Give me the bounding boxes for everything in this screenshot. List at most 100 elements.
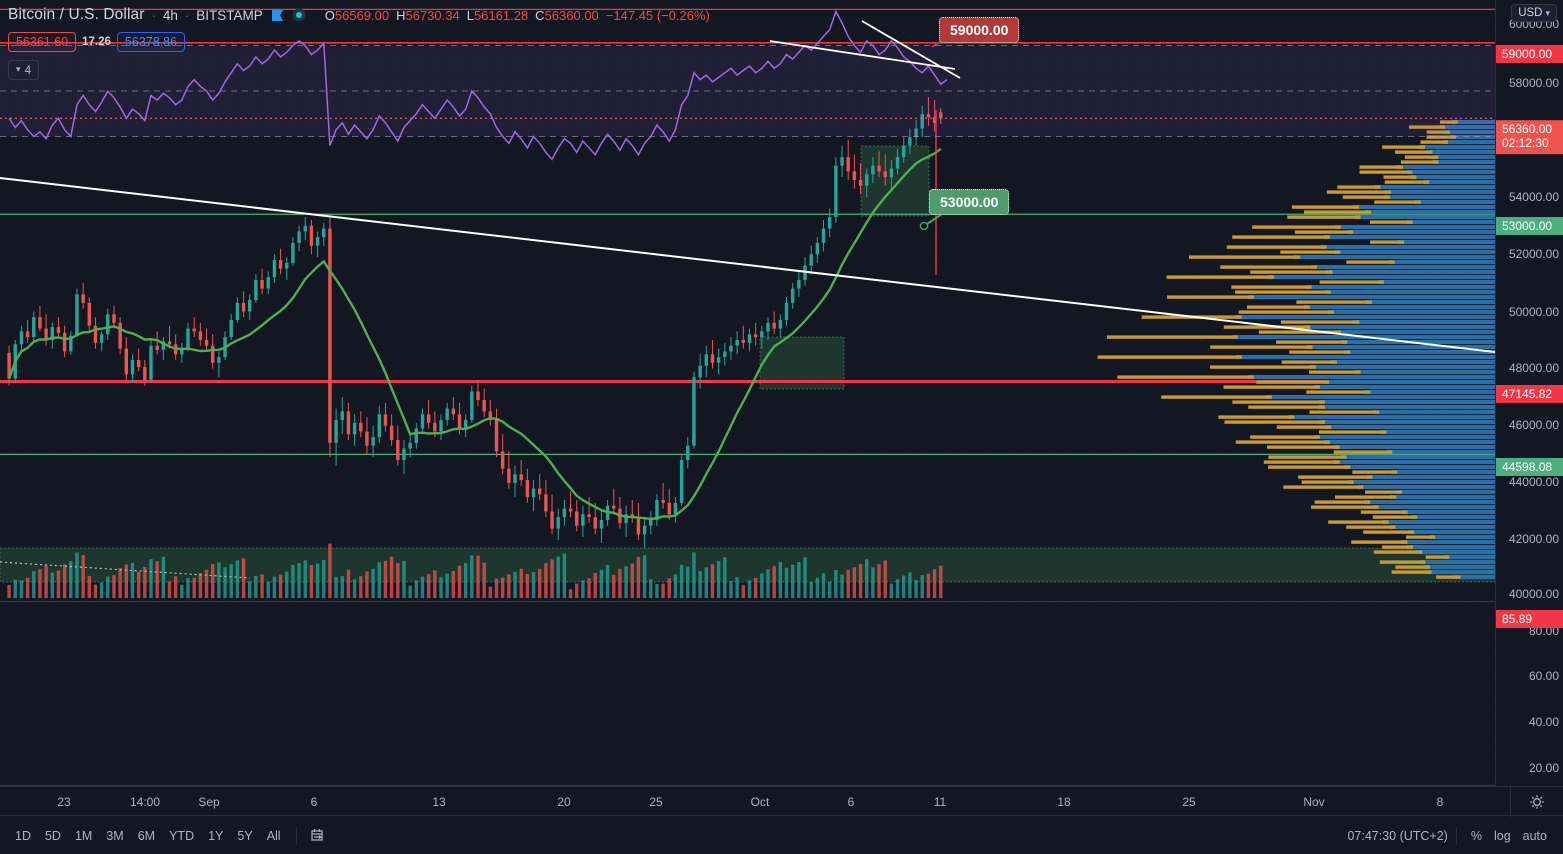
volume-bar xyxy=(106,576,110,598)
candle-body xyxy=(254,280,258,300)
volume-profile-bar-value-area xyxy=(1280,250,1341,254)
volume-profile-bar-value-area xyxy=(1372,515,1418,519)
candle-body xyxy=(402,448,406,460)
rsi-trendline[interactable] xyxy=(769,40,956,70)
range-button-all[interactable]: All xyxy=(266,828,281,843)
candle-body xyxy=(599,520,604,529)
range-button-1m[interactable]: 1M xyxy=(74,828,93,843)
volume-profile-bar xyxy=(1454,575,1495,580)
volume-profile-bar-value-area xyxy=(1314,500,1371,504)
candle-body xyxy=(858,180,863,186)
price-level-badge[interactable]: 59000.00 xyxy=(1496,45,1563,63)
volume-profile-bar-value-area xyxy=(1289,350,1351,354)
date-range-icon[interactable] xyxy=(305,827,330,844)
range-button-5d[interactable]: 5D xyxy=(44,828,61,843)
volume-bar xyxy=(118,568,122,598)
time-tick: 14:00 xyxy=(129,795,161,809)
depth-selector[interactable]: ▾ 4 xyxy=(8,59,40,80)
bottom-toolbar[interactable]: 1D 5D 1M 3M 6M YTD 1Y 5Y All 07:47:30 (UTC+2) % l… xyxy=(0,817,1563,854)
bid-price[interactable]: 56361.60 xyxy=(8,32,77,52)
symbol-title[interactable]: Bitcoin / U.S. Dollar xyxy=(8,6,145,23)
rsi-chart-svg xyxy=(0,8,1495,161)
candle-body xyxy=(519,474,523,480)
volume-profile-bar-value-area xyxy=(1373,550,1423,554)
volume-profile-bar-value-area xyxy=(1426,130,1451,134)
candle-body xyxy=(729,345,733,352)
volume-bar xyxy=(470,555,474,598)
moving-average-line[interactable] xyxy=(7,147,942,521)
range-button-5y[interactable]: 5Y xyxy=(237,828,253,843)
rsi-line[interactable] xyxy=(8,9,948,161)
volume-bar xyxy=(136,571,141,598)
price-level-badge[interactable]: 53000.00 xyxy=(1496,217,1563,235)
time-tick: 25 xyxy=(1182,795,1196,809)
scale-option-auto[interactable]: auto xyxy=(1522,828,1547,843)
volume-bar xyxy=(87,575,91,598)
exchange-label[interactable]: BITSTAMP xyxy=(196,7,263,23)
candle-body xyxy=(69,335,73,352)
candle-body xyxy=(50,327,54,340)
candle-body xyxy=(679,460,684,503)
volume-profile-bar-value-area xyxy=(1276,340,1348,344)
ask-price[interactable]: 56378.86 xyxy=(116,32,186,52)
candle-body xyxy=(920,114,924,129)
volume-bar xyxy=(198,573,203,598)
range-button-6m[interactable]: 6M xyxy=(137,828,156,843)
price-level-badge[interactable]: 47145.82 xyxy=(1496,385,1563,403)
candle-body xyxy=(710,354,715,363)
rsi-value-badge[interactable]: 85.89 xyxy=(1496,610,1563,628)
candle-body xyxy=(661,500,665,503)
candle-body xyxy=(359,422,363,432)
range-button-1d[interactable]: 1D xyxy=(15,828,31,843)
volume-profile-bar xyxy=(1320,245,1495,250)
volume-bar xyxy=(149,559,153,598)
timeframe-label[interactable]: 4h xyxy=(162,7,178,23)
rsi-pane[interactable] xyxy=(0,0,1495,182)
volume-profile-bar xyxy=(1325,425,1495,430)
scale-option-percent[interactable]: % xyxy=(1470,828,1482,843)
candle-body xyxy=(550,511,554,529)
legend-depth-row: ▾ 4 xyxy=(8,59,710,80)
candle-body xyxy=(106,314,110,335)
time-scale[interactable]: 23 14:00 Sep 6 13 20 25 Oct 6 11 18 25 Nov 8 xyxy=(0,786,1563,817)
volume-profile-bar-value-area xyxy=(1334,495,1397,499)
range-button-ytd[interactable]: YTD xyxy=(169,828,195,843)
current-price-badge[interactable]: 56360.00 02:12:30 xyxy=(1496,120,1563,154)
gear-icon[interactable] xyxy=(1529,794,1545,810)
volume-profile-bar-value-area xyxy=(1235,290,1331,294)
price-callout[interactable]: 53000.00 xyxy=(929,189,1010,215)
volume-bar xyxy=(753,577,758,598)
volume-profile-bar-value-area xyxy=(1359,165,1403,169)
candle-body xyxy=(198,331,203,340)
price-scale[interactable]: USD ▾ 60000.00 58000.00 54000.00 52000.00 50… xyxy=(1495,0,1563,786)
price-callout[interactable]: 59000.00 xyxy=(939,17,1020,43)
range-button-3m[interactable]: 3M xyxy=(106,828,124,843)
volume-bar xyxy=(735,577,739,598)
volume-bar xyxy=(624,566,628,598)
candle-body xyxy=(865,174,869,186)
volume-bar xyxy=(704,567,708,598)
volume-profile-bar xyxy=(1396,490,1495,495)
candle-body xyxy=(692,377,696,446)
scale-option-log[interactable]: log xyxy=(1493,828,1511,843)
volume-bar xyxy=(463,563,468,598)
candle-body xyxy=(636,517,641,535)
rsi-trendline[interactable] xyxy=(861,20,961,79)
price-level-badge[interactable]: 44598.08 xyxy=(1496,458,1563,476)
volume-profile-bar-value-area xyxy=(1166,275,1275,279)
volume-bar xyxy=(143,567,147,598)
currency-selector[interactable]: USD ▾ xyxy=(1511,4,1557,22)
trendline[interactable] xyxy=(0,177,1495,353)
volume-profile-bar-value-area xyxy=(1291,205,1360,209)
volume-profile-bar xyxy=(1423,180,1495,185)
range-button-1y[interactable]: 1Y xyxy=(208,828,224,843)
volume-profile-bar-value-area xyxy=(1224,420,1326,424)
volume-bar xyxy=(544,562,548,598)
volume-bar xyxy=(513,571,517,598)
candle-body xyxy=(25,331,30,338)
volume-trendline[interactable] xyxy=(0,561,251,579)
price-pane[interactable] xyxy=(0,0,1495,600)
volume-bar xyxy=(797,562,801,598)
candle-body xyxy=(494,420,499,452)
clock-label[interactable]: 07:47:30 (UTC+2) xyxy=(1347,828,1448,843)
